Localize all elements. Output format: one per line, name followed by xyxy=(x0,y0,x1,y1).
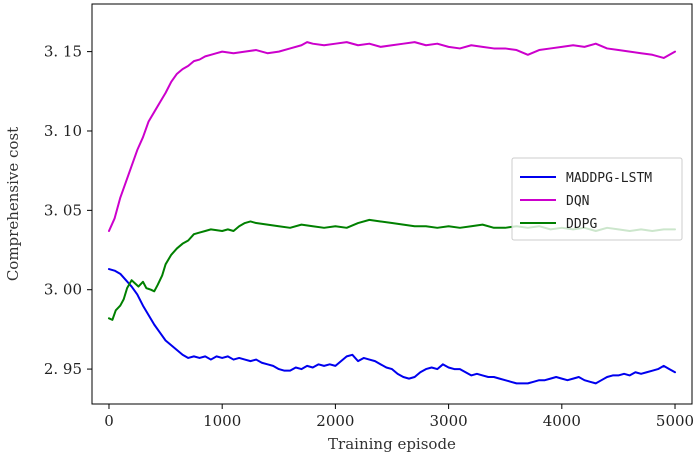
legend-entries: MADDPG-LSTM DQN DDPG xyxy=(520,171,652,232)
y-axis-label: Comprehensive cost xyxy=(4,127,22,281)
x-tick-label: 4000 xyxy=(543,412,581,430)
x-tick-label: 1000 xyxy=(203,412,241,430)
x-axis-label: Training episode xyxy=(328,435,456,453)
y-tick-label: 3. 05 xyxy=(44,201,82,219)
x-tick-label: 5000 xyxy=(656,412,694,430)
x-tick-label: 2000 xyxy=(316,412,354,430)
y-axis: 2. 95 3. 00 3. 05 3. 10 3. 15 xyxy=(44,43,92,378)
x-tick-label: 3000 xyxy=(430,412,468,430)
legend-label: DQN xyxy=(566,194,589,209)
x-tick-label: 0 xyxy=(104,412,114,430)
series-line-dqn xyxy=(107,41,677,232)
y-tick-label: 3. 00 xyxy=(44,281,82,299)
y-tick-label: 3. 15 xyxy=(44,43,82,61)
series-line-maddpg-lstm xyxy=(107,268,677,385)
legend-box xyxy=(511,157,683,241)
plot-frame xyxy=(91,3,693,405)
legend: MADDPG-LSTM DQN DDPG xyxy=(511,157,683,241)
legend-label: DDPG xyxy=(566,217,597,232)
y-tick-label: 3. 10 xyxy=(44,122,82,140)
x-axis: 0 1000 2000 3000 4000 5000 xyxy=(104,404,694,430)
legend-label: MADDPG-LSTM xyxy=(566,171,652,186)
y-tick-label: 2. 95 xyxy=(44,360,82,378)
